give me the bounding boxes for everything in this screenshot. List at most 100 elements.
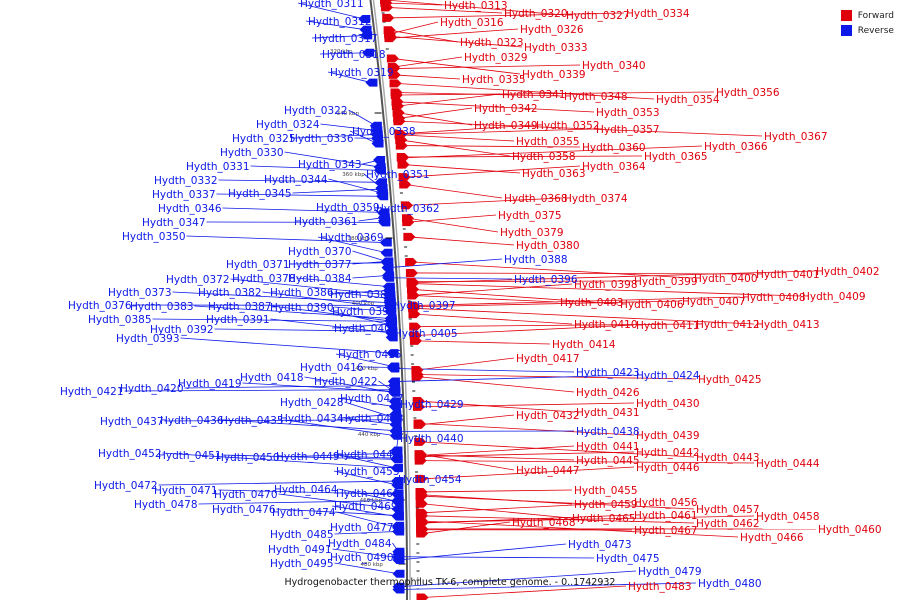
- forward-leader: [399, 107, 473, 119]
- forward-gene-label: Hydth_0360: [582, 142, 646, 154]
- forward-leader: [421, 489, 573, 493]
- reverse-gene-arrow: [391, 477, 404, 486]
- forward-swatch: [840, 10, 852, 21]
- reverse-gene-label: Hydth_0478: [134, 499, 198, 511]
- reverse-gene-label: Hydth_0451: [158, 450, 222, 462]
- forward-gene-label: Hydth_0459: [574, 499, 638, 511]
- reverse-gene-arrow: [384, 307, 397, 316]
- reverse-gene-label: Hydth_0382: [198, 287, 262, 299]
- legend-item-reverse: Reverse: [840, 23, 894, 38]
- reverse-gene-label: Hydth_0392: [150, 324, 214, 336]
- forward-gene-label: Hydth_0414: [552, 339, 616, 351]
- reverse-gene-arrow: [392, 552, 405, 561]
- forward-leader: [412, 289, 619, 305]
- reverse-leader: [336, 511, 399, 529]
- legend: Forward Reverse: [840, 8, 894, 38]
- reverse-leader: [317, 236, 387, 254]
- reverse-leader: [333, 470, 398, 486]
- forward-gene-label: Hydth_0355: [516, 136, 580, 148]
- forward-gene-arrow: [411, 372, 424, 381]
- reverse-gene-arrow: [389, 427, 402, 436]
- reverse-gene-arrow: [392, 527, 405, 536]
- forward-leader: [421, 466, 635, 480]
- reverse-gene-label: Hydth_0418: [240, 372, 304, 384]
- forward-gene-label: Hydth_0410: [574, 319, 638, 331]
- reverse-leader: [328, 178, 383, 194]
- reverse-gene-label: Hydth_0450: [216, 452, 280, 464]
- reverse-gene-label: Hydth_0475: [596, 553, 660, 565]
- forward-gene-arrow: [403, 232, 416, 241]
- reverse-gene-label: Hydth_0416: [300, 362, 364, 374]
- reverse-gene-arrow: [385, 320, 398, 329]
- reverse-leader: [349, 130, 378, 144]
- reverse-gene-label: Hydth_0387: [208, 301, 272, 313]
- reverse-gene-label: Hydth_0491: [268, 544, 332, 556]
- forward-gene-arrow: [390, 91, 403, 100]
- forward-gene-arrow: [415, 499, 428, 508]
- forward-leader: [417, 357, 515, 371]
- reverse-gene-label: Hydth_0331: [186, 161, 250, 173]
- reverse-leader: [250, 165, 381, 171]
- forward-leader: [404, 165, 581, 178]
- forward-leader: [420, 441, 695, 458]
- forward-leader: [407, 217, 499, 233]
- forward-gene-label: Hydth_0465: [572, 513, 636, 525]
- reverse-gene-label: Hydth_0350: [122, 231, 186, 243]
- forward-leader: [418, 402, 635, 408]
- reverse-leader: [352, 250, 388, 263]
- reverse-leader: [338, 488, 398, 502]
- forward-gene-label: Hydth_0403: [560, 297, 624, 309]
- forward-gene-label: Hydth_0353: [596, 107, 660, 119]
- reverse-leader: [152, 318, 391, 322]
- forward-gene-arrow: [409, 322, 422, 331]
- reverse-gene-label: Hydth_0469: [334, 501, 398, 513]
- forward-gene-label: Hydth_0327: [566, 10, 630, 22]
- reverse-gene-label: Hydth_0405: [394, 328, 458, 340]
- reverse-leader: [124, 389, 395, 392]
- reverse-gene-label: Hydth_0422: [314, 376, 378, 388]
- legend-label-reverse: Reverse: [857, 25, 894, 36]
- forward-gene-arrow: [393, 117, 406, 126]
- reverse-leader: [393, 368, 575, 373]
- reverse-gene-arrow: [358, 15, 371, 23]
- forward-leader: [393, 56, 463, 68]
- forward-gene-label: Hydth_0483: [628, 581, 692, 593]
- reverse-gene-label: Hydth_0343: [298, 159, 362, 171]
- reverse-gene-arrow: [383, 286, 396, 295]
- reverse-gene-arrow: [373, 156, 386, 165]
- reverse-gene-label: Hydth_0338: [352, 126, 416, 138]
- reverse-leader: [331, 505, 399, 518]
- reverse-leader: [194, 305, 391, 319]
- reverse-gene-label: Hydth_0420: [120, 383, 184, 395]
- reverse-leader: [272, 305, 391, 322]
- reverse-gene-label: Hydth_0332: [154, 175, 218, 187]
- forward-leader: [422, 585, 627, 598]
- reverse-gene-label: Hydth_0373: [108, 287, 172, 299]
- forward-gene-label: Hydth_0400: [694, 273, 758, 285]
- reverse-gene-label: Hydth_0453: [336, 466, 400, 478]
- reverse-leader: [331, 323, 392, 329]
- reverse-gene-label: Hydth_0351: [366, 169, 430, 181]
- forward-gene-label: Hydth_0467: [634, 525, 698, 537]
- forward-gene-arrow: [399, 180, 412, 189]
- reverse-gene-arrow: [377, 213, 390, 222]
- forward-gene-label: Hydth_0458: [756, 511, 820, 523]
- forward-gene-label: Hydth_0399: [634, 276, 698, 288]
- reverse-gene-label: Hydth_0345: [228, 188, 292, 200]
- reverse-gene-label: Hydth_0429: [400, 399, 464, 411]
- forward-leader: [400, 128, 595, 135]
- scale-tick-label: 480 kbp: [360, 562, 383, 568]
- reverse-gene-label: Hydth_0464: [274, 484, 338, 496]
- reverse-gene-label: Hydth_0428: [280, 397, 344, 409]
- reverse-leader: [184, 385, 395, 389]
- forward-gene-label: Hydth_0439: [636, 430, 700, 442]
- reverse-gene-arrow: [390, 463, 403, 472]
- forward-gene-arrow: [384, 32, 397, 41]
- forward-gene-label: Hydth_0455: [574, 485, 638, 497]
- reverse-gene-arrow: [382, 273, 395, 282]
- reverse-gene-label: Hydth_0347: [142, 217, 206, 229]
- reverse-gene-label: Hydth_0395: [332, 306, 396, 318]
- reverse-gene-label: Hydth_0396: [514, 274, 578, 286]
- reverse-leader: [334, 531, 399, 535]
- forward-leader: [402, 145, 703, 159]
